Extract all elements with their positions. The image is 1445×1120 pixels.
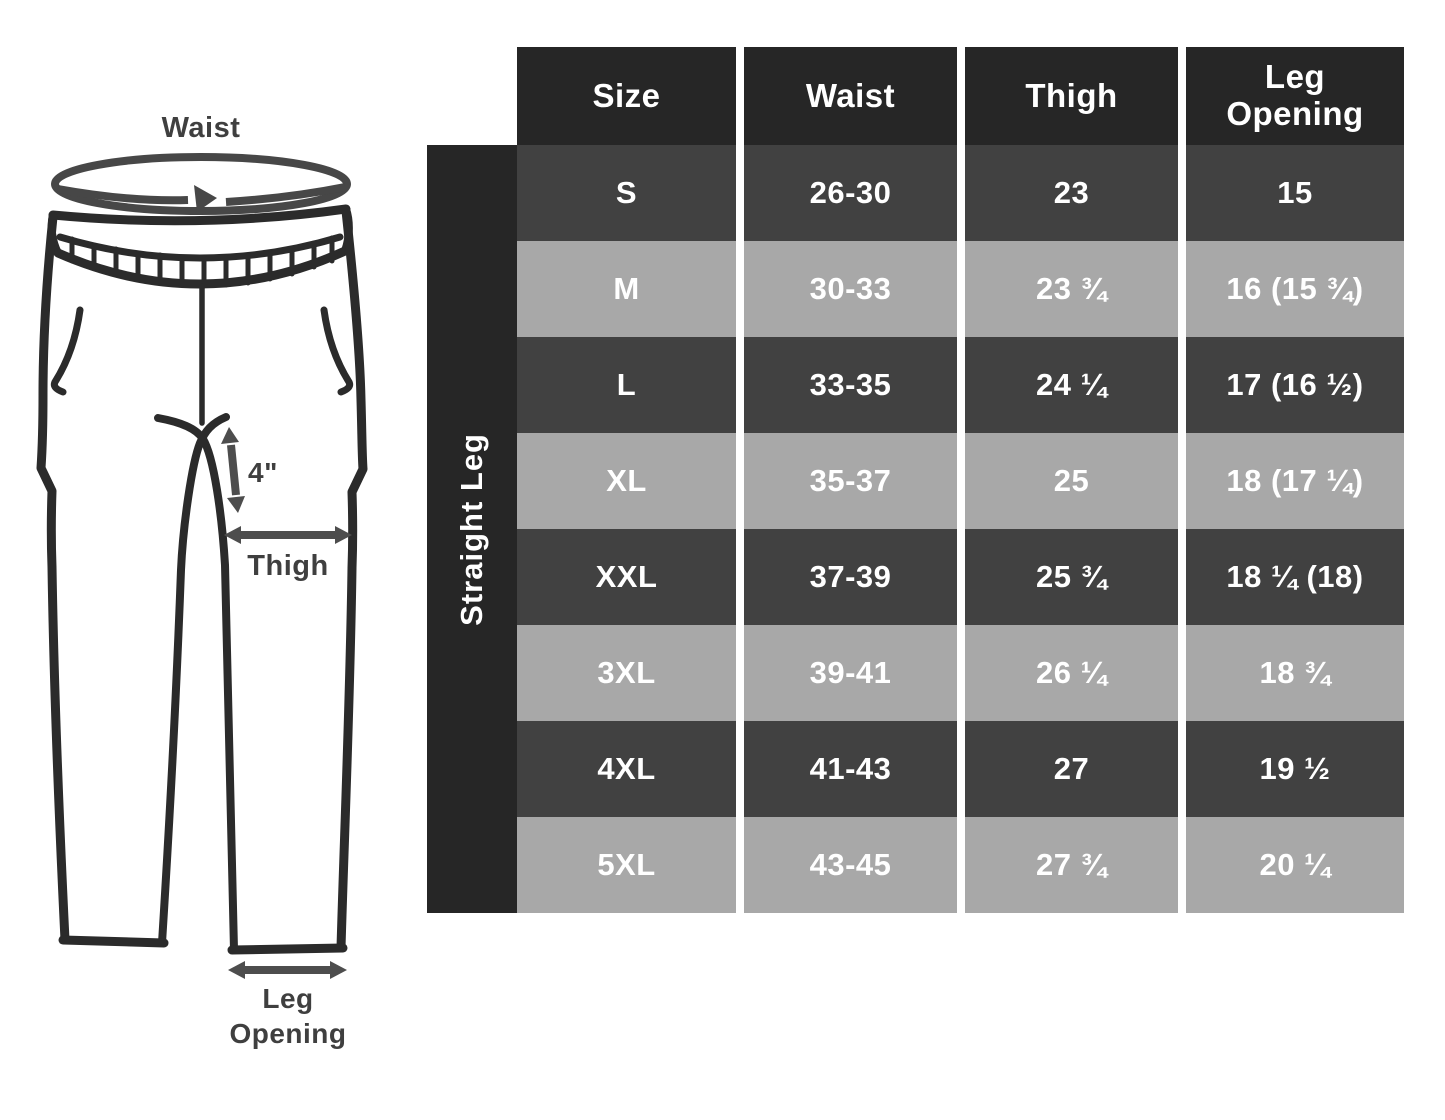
column-header-size: Size	[517, 47, 736, 145]
cell-size-xl: XL	[517, 433, 736, 529]
cell-waist-xxl: 37-39	[744, 529, 957, 625]
column-thigh: Thigh 23 23 ¾ 24 ¼ 25 25 ¾ 26 ¼ 27 27 ¾	[965, 47, 1178, 913]
cell-size-5xl: 5XL	[517, 817, 736, 913]
cell-leg-opening-s: 15	[1186, 145, 1404, 241]
leg-opening-label-line1: Leg	[262, 983, 313, 1014]
cell-size-3xl: 3XL	[517, 625, 736, 721]
cell-leg-opening-xxl: 18 ¼ (18)	[1186, 529, 1404, 625]
cell-leg-opening-5xl: 20 ¼	[1186, 817, 1404, 913]
pants-outline	[36, 204, 368, 955]
cell-waist-4xl: 41-43	[744, 721, 957, 817]
cell-thigh-3xl: 26 ¼	[965, 625, 1178, 721]
column-size: Size S M L XL XXL 3XL 4XL 5XL	[517, 47, 736, 913]
cell-size-xxl: XXL	[517, 529, 736, 625]
left-pocket-icon	[50, 306, 84, 396]
cell-waist-l: 33-35	[744, 337, 957, 433]
cell-waist-m: 30-33	[744, 241, 957, 337]
cell-waist-3xl: 39-41	[744, 625, 957, 721]
right-pocket-icon	[320, 306, 354, 396]
waist-arrowhead-icon	[194, 185, 217, 212]
leg-opening-measure-arrow-icon	[228, 961, 347, 979]
cell-thigh-m: 23 ¾	[965, 241, 1178, 337]
cell-waist-s: 26-30	[744, 145, 957, 241]
cell-waist-5xl: 43-45	[744, 817, 957, 913]
cell-leg-opening-3xl: 18 ¾	[1186, 625, 1404, 721]
column-header-waist: Waist	[744, 47, 957, 145]
pants-measurement-diagram: Waist	[10, 95, 410, 1080]
cell-size-m: M	[517, 241, 736, 337]
cell-size-s: S	[517, 145, 736, 241]
rise-label: 4"	[248, 457, 278, 488]
size-chart-table: Straight Leg Size S M L XL XXL 3XL 4XL 5…	[427, 47, 1404, 913]
column-waist: Waist 26-30 30-33 33-35 35-37 37-39 39-4…	[744, 47, 957, 913]
waist-label: Waist	[162, 112, 241, 144]
thigh-label: Thigh	[247, 550, 328, 582]
cell-size-l: L	[517, 337, 736, 433]
cell-thigh-4xl: 27	[965, 721, 1178, 817]
column-header-thigh: Thigh	[965, 47, 1178, 145]
cell-waist-xl: 35-37	[744, 433, 957, 529]
rise-measure-arrow-icon	[221, 427, 245, 513]
waist-measure-loop-icon	[51, 153, 351, 215]
row-group-label: Straight Leg	[454, 432, 489, 626]
cell-thigh-xl: 25	[965, 433, 1178, 529]
cell-size-4xl: 4XL	[517, 721, 736, 817]
column-header-leg-opening: Leg Opening	[1186, 47, 1404, 145]
leg-opening-label-line2: Opening	[229, 1018, 346, 1049]
thigh-measure-arrow-icon	[224, 526, 352, 544]
cell-thigh-l: 24 ¼	[965, 337, 1178, 433]
cell-leg-opening-4xl: 19 ½	[1186, 721, 1404, 817]
cell-thigh-xxl: 25 ¾	[965, 529, 1178, 625]
cell-leg-opening-m: 16 (15 ¾)	[1186, 241, 1404, 337]
cell-leg-opening-xl: 18 (17 ¼)	[1186, 433, 1404, 529]
cell-thigh-5xl: 27 ¾	[965, 817, 1178, 913]
row-group-straight-leg: Straight Leg	[427, 145, 517, 913]
column-leg-opening: Leg Opening 15 16 (15 ¾) 17 (16 ½) 18 (1…	[1186, 47, 1404, 913]
cell-thigh-s: 23	[965, 145, 1178, 241]
cell-leg-opening-l: 17 (16 ½)	[1186, 337, 1404, 433]
